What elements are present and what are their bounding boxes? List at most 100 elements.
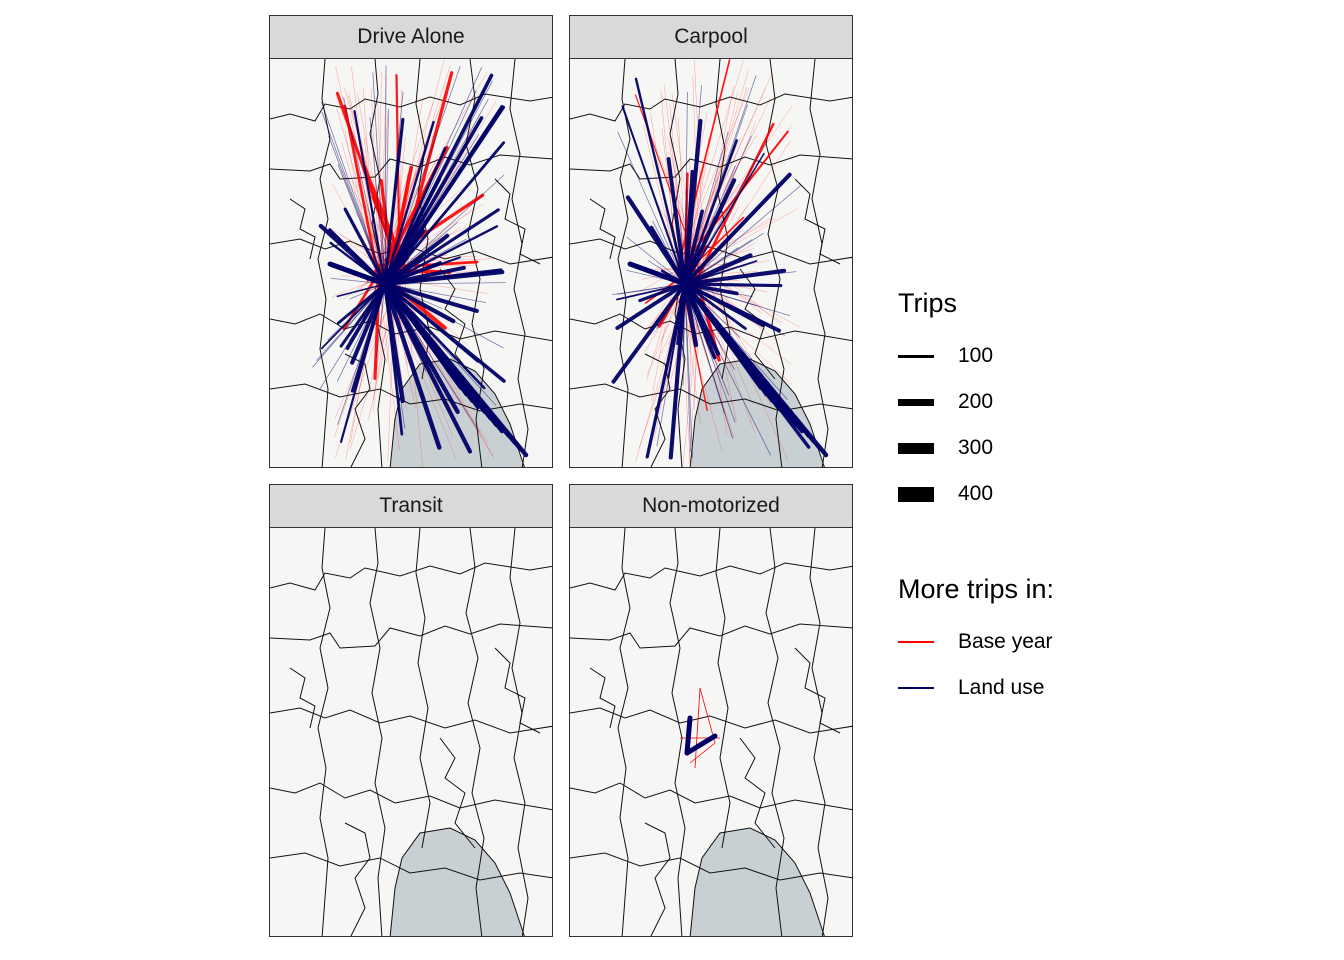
- flow-line-land-use: [684, 283, 753, 317]
- flow-line-land-use: [627, 261, 688, 287]
- flow-line-base-year: [691, 260, 763, 314]
- flow-line-land-use: [384, 243, 396, 285]
- boundary-line: [270, 782, 552, 811]
- flow-line-land-use: [336, 283, 386, 298]
- boundary-line: [509, 528, 529, 936]
- flow-line-land-use: [384, 283, 406, 429]
- legend-item-land-use: Land use: [898, 665, 1054, 711]
- flow-line-land-use: [384, 90, 477, 285]
- legend-item-300: 300: [898, 425, 993, 471]
- legend-label: 200: [958, 390, 994, 413]
- flow-line-land-use: [349, 283, 386, 300]
- flow-line-land-use: [350, 282, 387, 393]
- flow-line-base-year: [378, 142, 428, 269]
- flow-line-land-use: [372, 72, 386, 285]
- flow-line-land-use: [384, 65, 387, 285]
- boundary-line: [644, 822, 671, 936]
- flow-line-base-year: [689, 742, 716, 764]
- boundary-line: [465, 528, 485, 936]
- flow-line-base-year: [403, 239, 435, 268]
- flow-line-land-use: [683, 139, 738, 286]
- flow-line-land-use: [382, 281, 442, 450]
- legend-more-trips: More trips in: Base year Land use: [898, 574, 1054, 711]
- legend-key-line: [898, 442, 934, 454]
- flow-line-land-use: [683, 282, 783, 288]
- flow-line-land-use: [668, 281, 688, 460]
- flow-line-base-year: [678, 135, 757, 264]
- flow-line-land-use: [327, 261, 388, 287]
- flow-line-base-year: [681, 184, 740, 264]
- flow-line-land-use: [376, 283, 386, 358]
- legend-label: Land use: [958, 676, 1045, 699]
- flow-line-base-year: [376, 120, 440, 268]
- flow-line-land-use: [383, 73, 494, 286]
- flow-line-land-use: [682, 281, 829, 458]
- county-boundaries: [570, 528, 852, 936]
- boundary-line: [794, 647, 841, 734]
- boundary-line: [570, 782, 852, 811]
- flow-line-base-year: [344, 130, 377, 280]
- flow-line-land-use: [682, 178, 737, 287]
- flow-line-base-year: [643, 124, 678, 268]
- flow-line-land-use: [679, 215, 686, 285]
- boundary-line: [270, 852, 552, 881]
- flow-line-land-use: [384, 283, 504, 349]
- flow-line-land-use: [383, 120, 435, 286]
- boundary-line: [570, 852, 852, 881]
- flow-line-land-use: [684, 283, 736, 423]
- boundary-line: [570, 562, 852, 591]
- boundary-line: [669, 528, 686, 936]
- boundary-line: [570, 93, 852, 122]
- boundary-line: [739, 737, 776, 849]
- legend-key-line: [898, 486, 934, 502]
- flow-line-land-use: [684, 733, 718, 756]
- legend-key-line: [898, 398, 934, 406]
- flow-line-land-use: [626, 236, 686, 285]
- flow-line-base-year: [699, 91, 738, 261]
- flow-line-land-use: [611, 283, 686, 296]
- legend-key-land-use: [898, 687, 934, 689]
- facet-non-motorized: Non-motorized: [569, 484, 853, 937]
- flow-line-land-use: [684, 232, 764, 285]
- flow-line-land-use: [343, 207, 387, 286]
- flow-line-land-use: [611, 282, 687, 384]
- flow-line-land-use: [634, 77, 687, 286]
- map-transit: [269, 527, 553, 937]
- boundary-line: [415, 528, 431, 849]
- boundary-line: [509, 59, 529, 467]
- flow-line-land-use: [353, 110, 387, 286]
- legend-item-400: 400: [898, 471, 993, 517]
- boundary-line: [270, 707, 552, 734]
- flow-line-base-year: [335, 105, 382, 267]
- flow-line-land-use: [684, 185, 801, 285]
- facet-strip-title: Carpool: [569, 15, 853, 59]
- flow-line-base-year: [694, 687, 701, 769]
- boundary-line: [570, 383, 852, 412]
- flow-line-land-use: [343, 97, 386, 285]
- legend-title-trips: Trips: [898, 288, 957, 318]
- flow-line-land-use: [383, 116, 484, 286]
- legend-label: 400: [958, 482, 994, 505]
- legend-label: Base year: [958, 630, 1053, 653]
- flow-line-land-use: [616, 283, 686, 301]
- flow-line-land-use: [383, 229, 426, 286]
- boundary-line: [439, 737, 476, 849]
- flow-line-land-use: [337, 164, 386, 285]
- flow-line-land-use: [384, 67, 482, 285]
- boundary-line: [270, 313, 552, 342]
- flow-line-base-year: [691, 86, 748, 261]
- flow-line-land-use: [384, 274, 443, 285]
- legend-key-base-year: [898, 641, 934, 643]
- facet-transit: Transit: [269, 484, 553, 937]
- flow-line-land-use: [684, 187, 688, 285]
- boundary-line: [344, 822, 371, 936]
- flow-line-land-use: [617, 131, 686, 285]
- flow-line-land-use: [384, 174, 505, 285]
- legend-item-100: 100: [898, 333, 993, 379]
- flow-line-land-use: [684, 283, 691, 453]
- boundary-line: [317, 528, 331, 936]
- flow-line-base-year: [671, 92, 697, 275]
- flow-line-land-use: [336, 283, 386, 382]
- flow-line-land-use: [382, 281, 479, 313]
- facet-strip-title: Drive Alone: [269, 15, 553, 59]
